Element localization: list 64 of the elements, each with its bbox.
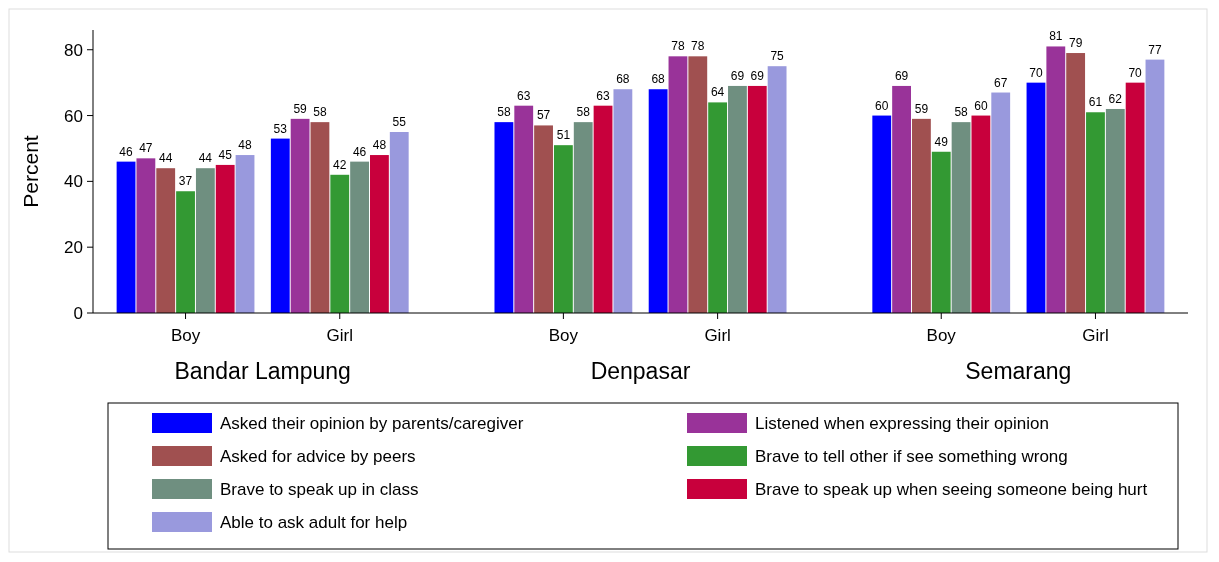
data-label: 42 <box>333 157 347 172</box>
data-label: 55 <box>392 115 407 130</box>
data-label: 44 <box>159 151 173 166</box>
data-label: 47 <box>139 141 153 156</box>
x-tick-label: Boy <box>548 326 579 345</box>
data-label: 69 <box>750 68 765 83</box>
data-label: 78 <box>691 39 705 54</box>
data-label: 75 <box>770 49 785 64</box>
text: Bandar Lampung <box>174 358 351 384</box>
data-label: 46 <box>352 144 367 159</box>
y-tick-label: 80 <box>64 40 83 60</box>
y-tick-label: 20 <box>64 238 83 258</box>
data-label: 58 <box>313 105 327 120</box>
data-label: 67 <box>994 75 1008 90</box>
data-label: 61 <box>1088 95 1103 110</box>
y-tick-label: 60 <box>64 106 83 126</box>
data-label: 64 <box>710 85 725 100</box>
legend-label: Brave to tell other if see something wrong <box>755 446 1068 466</box>
y-tick-label: 0 <box>73 303 83 323</box>
data-label: 69 <box>894 68 909 83</box>
legend-label: Brave to speak up when seeing someone being hurt <box>755 479 1148 499</box>
data-label: 81 <box>1049 29 1063 44</box>
x-tick-label: Girl <box>704 326 731 345</box>
x-tick-label: Girl <box>326 326 353 345</box>
legend-label: Listened when expressing their opinion <box>755 413 1049 433</box>
data-label: 46 <box>119 144 134 159</box>
text: Semarang <box>965 358 1072 384</box>
data-label: 78 <box>671 39 685 54</box>
data-label: 44 <box>198 151 213 166</box>
data-label: 79 <box>1068 36 1083 51</box>
data-label: 60 <box>875 98 889 113</box>
data-label: 63 <box>517 88 531 103</box>
legend-label: Asked for advice by peers <box>220 446 416 466</box>
data-label: 62 <box>1108 91 1123 106</box>
data-label: 57 <box>536 108 551 123</box>
text: Denpasar <box>590 358 691 384</box>
y-axis-title: Percent <box>19 135 42 208</box>
data-label: 37 <box>178 174 193 189</box>
data-label: 58 <box>497 105 511 120</box>
data-label: 69 <box>730 68 745 83</box>
data-label: 48 <box>372 138 387 153</box>
data-label: 68 <box>616 72 630 87</box>
data-label: 70 <box>1029 65 1043 80</box>
data-label: 45 <box>218 147 233 162</box>
legend-label: Able to ask adult for help <box>220 512 408 532</box>
data-label: 49 <box>934 134 949 149</box>
data-label: 48 <box>238 138 253 153</box>
data-label: 70 <box>1128 65 1143 80</box>
data-label: 63 <box>596 88 611 103</box>
data-label: 59 <box>293 101 308 116</box>
y-tick-label: 40 <box>64 172 83 192</box>
data-label: 53 <box>273 121 288 136</box>
data-label: 77 <box>1148 42 1162 57</box>
data-label: 68 <box>651 72 666 87</box>
data-label: 60 <box>974 98 988 113</box>
x-tick-label: Girl <box>1082 326 1109 345</box>
data-label: 58 <box>954 105 969 120</box>
data-label: 51 <box>556 128 571 143</box>
data-label: 59 <box>914 101 929 116</box>
x-tick-label: Boy <box>926 326 957 345</box>
legend-label: Brave to speak up in class <box>220 479 419 499</box>
x-tick-label: Boy <box>170 326 201 345</box>
legend-label: Asked their opinion by parents/caregiver <box>220 413 524 433</box>
data-label: 58 <box>576 105 591 120</box>
